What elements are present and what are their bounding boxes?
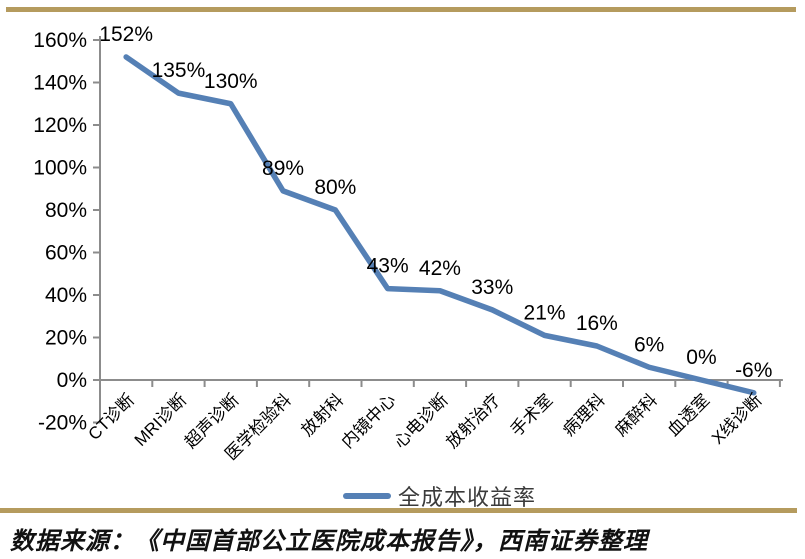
category-label: 病理科 bbox=[559, 390, 608, 439]
bottom-divider bbox=[0, 508, 797, 513]
y-tick-label: 20% bbox=[45, 327, 87, 350]
category-label: 手术室 bbox=[507, 390, 556, 439]
data-label: 152% bbox=[99, 23, 153, 46]
category-label: 麻醉科 bbox=[611, 390, 660, 439]
data-label: 21% bbox=[524, 301, 566, 324]
y-tick-label: 100% bbox=[33, 157, 87, 180]
y-tick-label: 0% bbox=[57, 369, 87, 392]
y-tick-label: 140% bbox=[33, 72, 87, 95]
category-label: X线诊断 bbox=[708, 390, 766, 448]
data-label: 89% bbox=[262, 157, 304, 180]
data-label: -6% bbox=[735, 359, 772, 382]
full-cost-return-line bbox=[123, 54, 757, 396]
data-label: 6% bbox=[634, 333, 664, 356]
y-tick-label: -20% bbox=[38, 412, 87, 435]
category-label: 血透室 bbox=[664, 390, 713, 439]
category-label: 放射治疗 bbox=[443, 390, 505, 452]
y-tick-label: 120% bbox=[33, 114, 87, 137]
source-note: 数据来源：《中国首部公立医院成本报告》，西南证券整理 bbox=[10, 529, 648, 555]
category-label: 心电诊断 bbox=[390, 390, 452, 452]
chart-legend: 全成本收益率 bbox=[343, 480, 536, 512]
y-tick-label: 40% bbox=[45, 284, 87, 307]
category-label: 内镜中心 bbox=[338, 390, 400, 452]
data-label: 33% bbox=[471, 276, 513, 299]
data-label: 43% bbox=[367, 255, 409, 278]
data-label: 130% bbox=[204, 70, 258, 93]
category-label: CT诊断 bbox=[84, 390, 138, 444]
legend-line-marker bbox=[343, 493, 391, 499]
y-tick-label: 160% bbox=[33, 29, 87, 52]
y-tick-label: 60% bbox=[45, 242, 87, 265]
y-tick-label: 80% bbox=[45, 199, 87, 222]
data-label: 42% bbox=[419, 257, 461, 280]
category-label: MRI诊断 bbox=[131, 390, 191, 450]
line-chart: 160% 140% 120% 100% 80% 60% 40% 20% 0% -20% 152% 13… bbox=[33, 23, 783, 464]
data-label: 135% bbox=[152, 59, 206, 82]
legend-label: 全成本收益率 bbox=[398, 485, 537, 510]
data-label: 16% bbox=[576, 312, 618, 335]
top-divider bbox=[6, 7, 796, 12]
data-label: 80% bbox=[314, 176, 356, 199]
data-label: 0% bbox=[686, 346, 716, 369]
category-label: 放射科 bbox=[298, 390, 347, 439]
